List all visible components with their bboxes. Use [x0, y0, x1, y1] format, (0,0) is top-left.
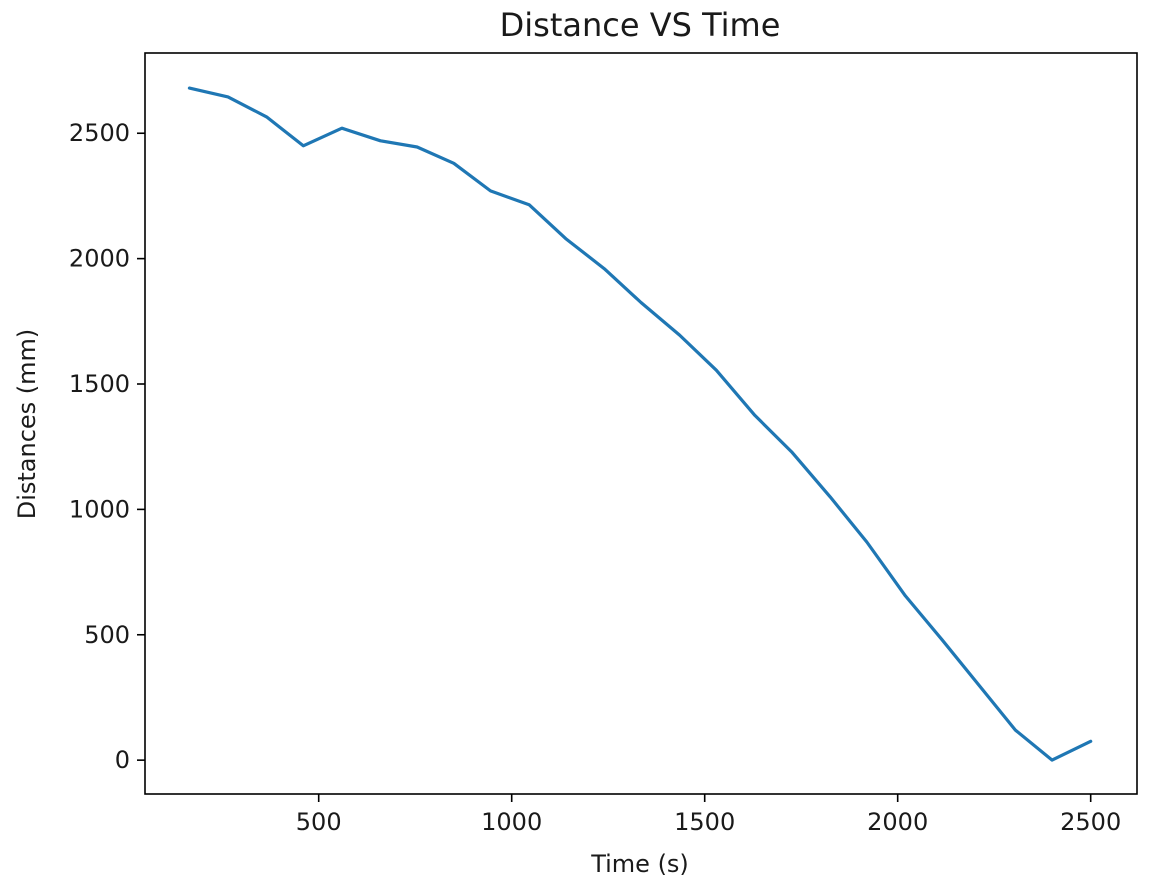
- plot-area-frame: [144, 52, 1138, 795]
- y-tick-label: 2500: [69, 119, 130, 147]
- x-tick-label: 500: [296, 808, 342, 836]
- x-tick-label: 2000: [867, 808, 928, 836]
- series-layer: [187, 86, 1093, 762]
- y-tick-label: 0: [115, 746, 130, 774]
- y-axis: 0 500 1000 1500 2000 2500: [69, 119, 145, 774]
- x-tick-label: 2500: [1060, 808, 1121, 836]
- y-tick-label: 1500: [69, 370, 130, 398]
- x-tick-label: 1000: [481, 808, 542, 836]
- series-line: [187, 86, 1093, 762]
- chart-title: Distance VS Time: [500, 6, 781, 44]
- y-tick-label: 500: [84, 621, 130, 649]
- y-axis-label: Distances (mm): [13, 329, 41, 520]
- x-axis: 500 1000 1500 2000 2500: [296, 794, 1121, 836]
- y-tick-label: 2000: [69, 245, 130, 273]
- y-tick-label: 1000: [69, 495, 130, 523]
- x-axis-label: Time (s): [590, 850, 689, 878]
- x-tick-label: 1500: [674, 808, 735, 836]
